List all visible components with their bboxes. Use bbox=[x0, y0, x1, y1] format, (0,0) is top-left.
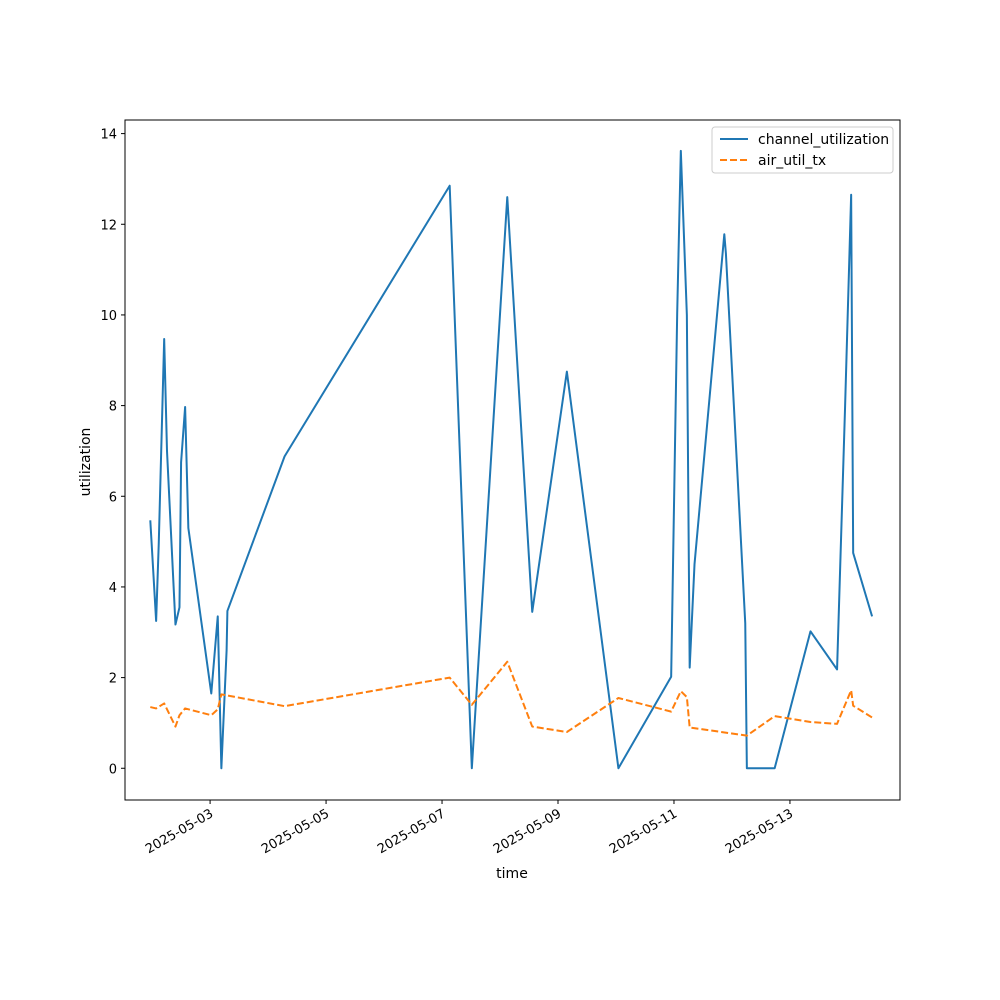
series-layer bbox=[149, 149, 874, 770]
series-line-air-util-tx bbox=[150, 660, 873, 737]
y-tick-label: 6 bbox=[109, 490, 117, 505]
y-tick-label: 8 bbox=[109, 400, 117, 415]
series-line-channel-utilization bbox=[149, 149, 874, 770]
y-tick-label: 2 bbox=[109, 672, 117, 687]
y-axis-label: utilization bbox=[78, 428, 94, 497]
y-tick-label: 0 bbox=[109, 762, 117, 777]
legend-label-channel-utilization: channel_utilization bbox=[758, 132, 889, 148]
x-axis-label: time bbox=[496, 866, 528, 882]
y-tick-label: 14 bbox=[100, 128, 117, 143]
y-tick-label: 4 bbox=[109, 581, 117, 596]
legend-box bbox=[711, 126, 894, 174]
legend-label-air-util-tx: air_util_tx bbox=[758, 153, 826, 169]
y-axis: 0 2 4 6 8 10 12 14 bbox=[100, 128, 125, 777]
y-tick-label: 10 bbox=[100, 309, 117, 324]
legend: channel_utilization air_util_tx bbox=[711, 126, 894, 174]
y-tick-label: 12 bbox=[100, 218, 117, 233]
plot-frame bbox=[124, 119, 901, 801]
